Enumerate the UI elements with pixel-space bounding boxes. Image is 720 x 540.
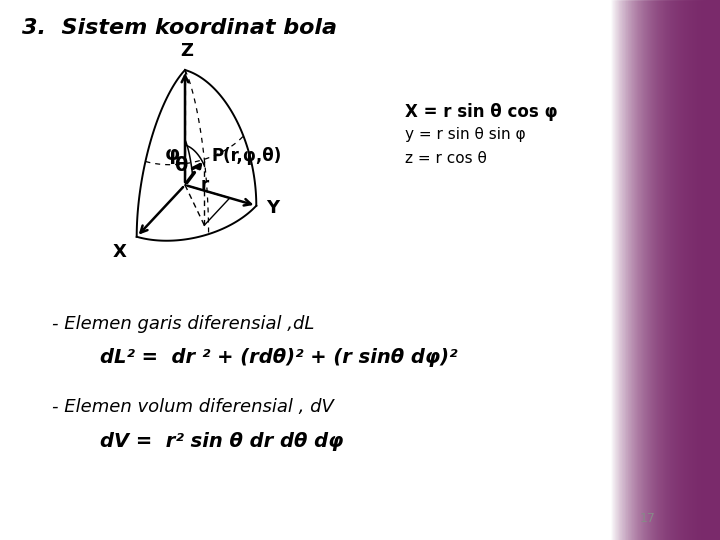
Text: - Elemen garis diferensial ,dL: - Elemen garis diferensial ,dL	[52, 315, 315, 333]
Text: y = r sin θ sin φ: y = r sin θ sin φ	[405, 127, 526, 142]
Text: dV =  r² sin θ dr dθ dφ: dV = r² sin θ dr dθ dφ	[100, 432, 343, 451]
Text: φ: φ	[164, 145, 179, 164]
Text: dL² =  dr ² + (rdθ)² + (r sinθ dφ)²: dL² = dr ² + (rdθ)² + (r sinθ dφ)²	[100, 348, 457, 367]
Text: θ: θ	[174, 156, 188, 175]
Text: X: X	[113, 243, 127, 261]
Text: Z: Z	[181, 42, 194, 60]
Text: - Elemen volum diferensial , dV: - Elemen volum diferensial , dV	[52, 398, 334, 416]
Text: r: r	[201, 176, 209, 194]
Text: 3.  Sistem koordinat bola: 3. Sistem koordinat bola	[22, 18, 337, 38]
Text: X = r sin θ cos φ: X = r sin θ cos φ	[405, 103, 557, 121]
Text: Y: Y	[266, 199, 279, 217]
Text: P(r,φ,θ): P(r,φ,θ)	[211, 147, 282, 165]
Text: 17: 17	[640, 512, 656, 525]
Text: z = r cos θ: z = r cos θ	[405, 151, 487, 166]
